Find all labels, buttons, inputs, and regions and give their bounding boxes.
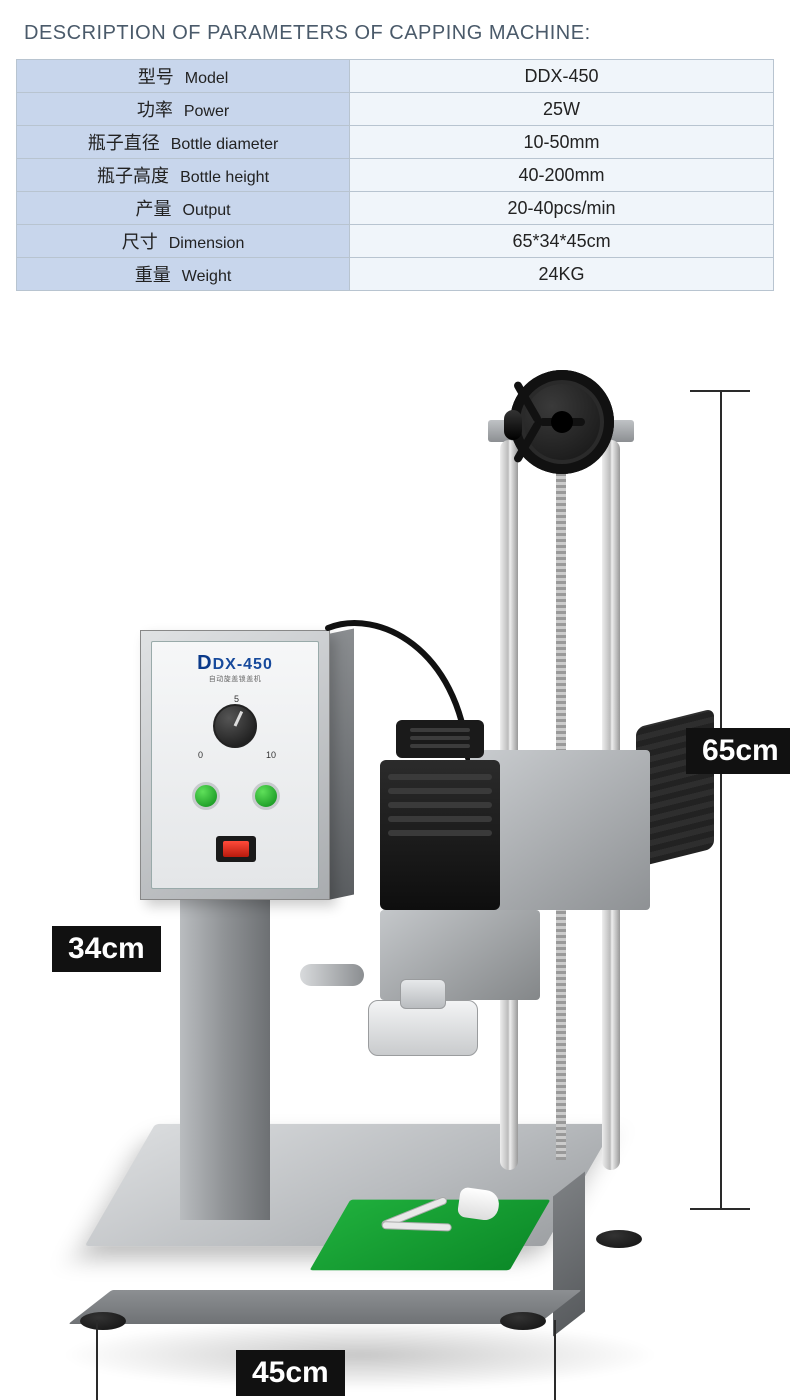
foot <box>80 1312 126 1330</box>
dim-label-width: 45cm <box>236 1350 345 1396</box>
param-label: 产量 Output <box>17 192 350 225</box>
table-row: 重量 Weight 24KG <box>17 258 774 291</box>
adjust-knob[interactable] <box>300 964 364 986</box>
machine-diagram: DDX-450 自动旋盖锁盖机 0 5 10 65cm <box>0 350 790 1220</box>
page-title: DESCRIPTION OF PARAMETERS OF CAPPING MAC… <box>0 0 790 59</box>
control-panel: DDX-450 自动旋盖锁盖机 0 5 10 <box>151 641 319 889</box>
dim-tick <box>690 1208 750 1210</box>
table-row: 瓶子直径 Bottle diameter 10-50mm <box>17 126 774 159</box>
table-row: 型号 Model DDX-450 <box>17 60 774 93</box>
machine-base-side <box>553 1171 585 1336</box>
dim-tick <box>554 1320 556 1400</box>
table-row: 产量 Output 20-40pcs/min <box>17 192 774 225</box>
param-label: 重量 Weight <box>17 258 350 291</box>
param-value: 20-40pcs/min <box>350 192 774 225</box>
dim-label-depth: 34cm <box>52 926 161 972</box>
dial-mark-max: 10 <box>266 750 276 760</box>
param-label: 型号 Model <box>17 60 350 93</box>
table-row: 功率 Power 25W <box>17 93 774 126</box>
control-box-side <box>328 628 354 900</box>
dim-tick <box>96 1320 98 1400</box>
support-column <box>180 890 270 1220</box>
parameters-table: 型号 Model DDX-450 功率 Power 25W 瓶子直径 Bottl… <box>16 59 774 291</box>
param-label: 瓶子直径 Bottle diameter <box>17 126 350 159</box>
foot <box>500 1312 546 1330</box>
motor-top-cap <box>396 720 484 758</box>
param-label: 尺寸 Dimension <box>17 225 350 258</box>
param-value: 10-50mm <box>350 126 774 159</box>
panel-model-label: DDX-450 <box>152 652 318 675</box>
spindle-motor <box>380 760 500 910</box>
control-box: DDX-450 自动旋盖锁盖机 0 5 10 <box>140 630 330 900</box>
stop-button[interactable] <box>252 782 280 810</box>
capping-chuck <box>368 1000 478 1056</box>
table-row: 尺寸 Dimension 65*34*45cm <box>17 225 774 258</box>
param-value: 24KG <box>350 258 774 291</box>
dial-mark-mid: 5 <box>234 694 239 704</box>
panel-subtitle: 自动旋盖锁盖机 <box>152 674 318 684</box>
param-value: 65*34*45cm <box>350 225 774 258</box>
dim-line-height <box>720 390 722 1210</box>
dial-mark-min: 0 <box>198 750 203 760</box>
power-switch[interactable] <box>216 836 256 862</box>
start-button[interactable] <box>192 782 220 810</box>
param-value: 25W <box>350 93 774 126</box>
height-handwheel[interactable] <box>510 370 614 474</box>
foot <box>596 1230 642 1248</box>
dim-label-height: 65cm <box>686 728 790 774</box>
dim-tick <box>690 390 750 392</box>
shadow <box>60 1320 660 1390</box>
param-label: 功率 Power <box>17 93 350 126</box>
param-label: 瓶子高度 Bottle height <box>17 159 350 192</box>
param-value: 40-200mm <box>350 159 774 192</box>
table-row: 瓶子高度 Bottle height 40-200mm <box>17 159 774 192</box>
param-value: DDX-450 <box>350 60 774 93</box>
speed-dial[interactable] <box>213 704 257 748</box>
